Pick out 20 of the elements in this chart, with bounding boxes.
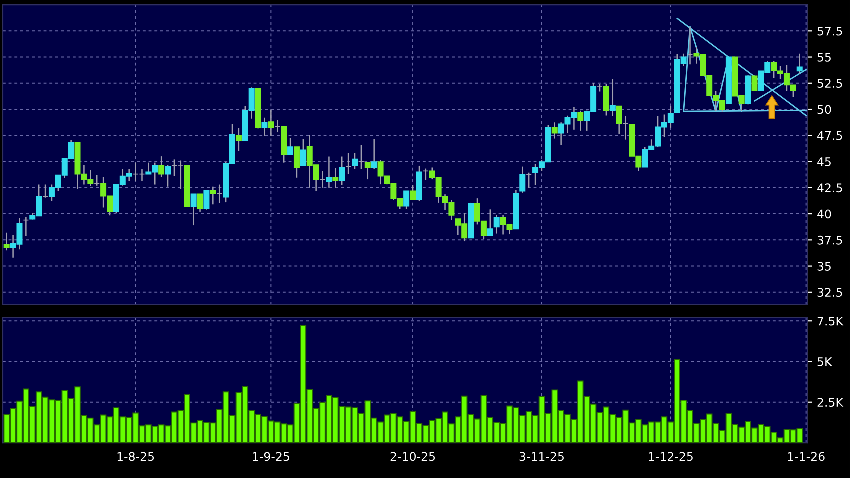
x-tick-label: 1-8-25 <box>118 452 154 462</box>
y-tick-label: 37.5 <box>818 236 842 245</box>
y-tick-label: 55 <box>818 53 831 62</box>
y-tick-label: 52.5 <box>818 79 842 88</box>
y-tick-label: 5K <box>818 358 832 366</box>
x-tick-label: 1-1-26 <box>788 452 825 462</box>
y-tick-label: 35 <box>818 262 831 271</box>
x-tick-label: 1-12-25 <box>649 452 693 462</box>
x-tick-label: 1-9-25 <box>253 452 290 462</box>
x-tick-label: 2-10-25 <box>390 452 436 462</box>
y-tick-label: 42.5 <box>818 184 842 193</box>
y-tick-label: 57.5 <box>818 27 842 36</box>
y-tick-label: 45 <box>818 158 831 166</box>
y-tick-label: 7.5K <box>818 317 844 326</box>
x-tick-label: 3-11-25 <box>520 452 564 462</box>
y-tick-label: 32.5 <box>818 288 842 298</box>
y-tick-label: 47.5 <box>818 132 842 140</box>
y-tick-label: 50 <box>818 105 832 114</box>
y-tick-label: 40 <box>818 210 832 219</box>
y-tick-label: 2.5K <box>818 398 844 408</box>
